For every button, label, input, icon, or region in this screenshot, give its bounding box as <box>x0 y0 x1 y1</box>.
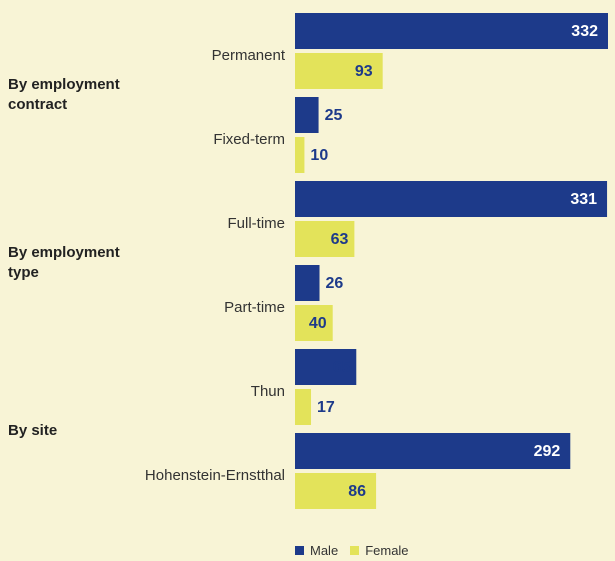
group-label-line: type <box>8 264 39 281</box>
value-label-fixed-term-male: 25 <box>325 107 343 124</box>
bar-full-time-male <box>295 181 608 217</box>
legend-label-male: Male <box>310 543 339 558</box>
group-label-line: By employment <box>8 76 120 93</box>
bar-hohenstein-ernstthal-female <box>295 473 377 509</box>
category-label-thun: Thun <box>251 383 285 400</box>
value-label-part-time-female: 40 <box>309 315 327 332</box>
bar-full-time-female <box>295 221 355 257</box>
legend-swatch-female <box>350 546 360 555</box>
value-label-fixed-term-female: 10 <box>310 147 328 164</box>
bar-permanent-female <box>295 53 383 89</box>
bar-fixed-term-female <box>295 137 305 173</box>
value-label-hohenstein-ernstthal-female: 86 <box>348 483 366 500</box>
bar-chart: Permanent 332 93 Fixed-term 25 10 Full-time 331… <box>8 13 608 509</box>
group-label-by-site: By site <box>8 422 57 439</box>
category-label-part-time: Part-time <box>224 299 285 316</box>
bar-part-time-male <box>295 265 320 301</box>
value-label-part-time-male: 26 <box>326 275 344 292</box>
value-label-full-time-female: 63 <box>331 231 349 248</box>
value-label-permanent-male: 332 <box>571 23 598 40</box>
value-label-thun-female: 17 <box>317 399 335 416</box>
bar-hohenstein-ernstthal-male <box>295 433 571 469</box>
group-label-by-employment-type: By employment type <box>8 244 120 281</box>
bar-thun-male <box>295 349 357 385</box>
group-label-line: By site <box>8 422 57 439</box>
bar-permanent-male <box>295 13 608 49</box>
legend-item-female: Female <box>350 543 409 558</box>
category-label-permanent: Permanent <box>212 47 286 64</box>
group-label-line: contract <box>8 96 67 113</box>
legend-item-male: Male <box>295 543 338 558</box>
legend: Male Female <box>295 543 421 558</box>
legend-label-female: Female <box>365 543 409 558</box>
category-label-full-time: Full-time <box>227 215 285 232</box>
bar-part-time-female <box>295 305 333 341</box>
category-label-fixed-term: Fixed-term <box>213 131 285 148</box>
bar-fixed-term-male <box>295 97 319 133</box>
value-label-full-time-male: 331 <box>570 191 597 208</box>
value-label-hohenstein-ernstthal-male: 292 <box>534 443 561 460</box>
value-label-thun-male: 65 <box>332 359 350 376</box>
legend-swatch-male <box>295 546 304 555</box>
value-label-permanent-female: 93 <box>355 63 373 80</box>
bar-thun-female <box>295 389 312 425</box>
group-label-by-employment-contract: By employment contract <box>8 76 120 113</box>
category-label-hohenstein-ernstthal: Hohenstein-Ernstthal <box>145 467 285 484</box>
group-label-line: By employment <box>8 244 120 261</box>
